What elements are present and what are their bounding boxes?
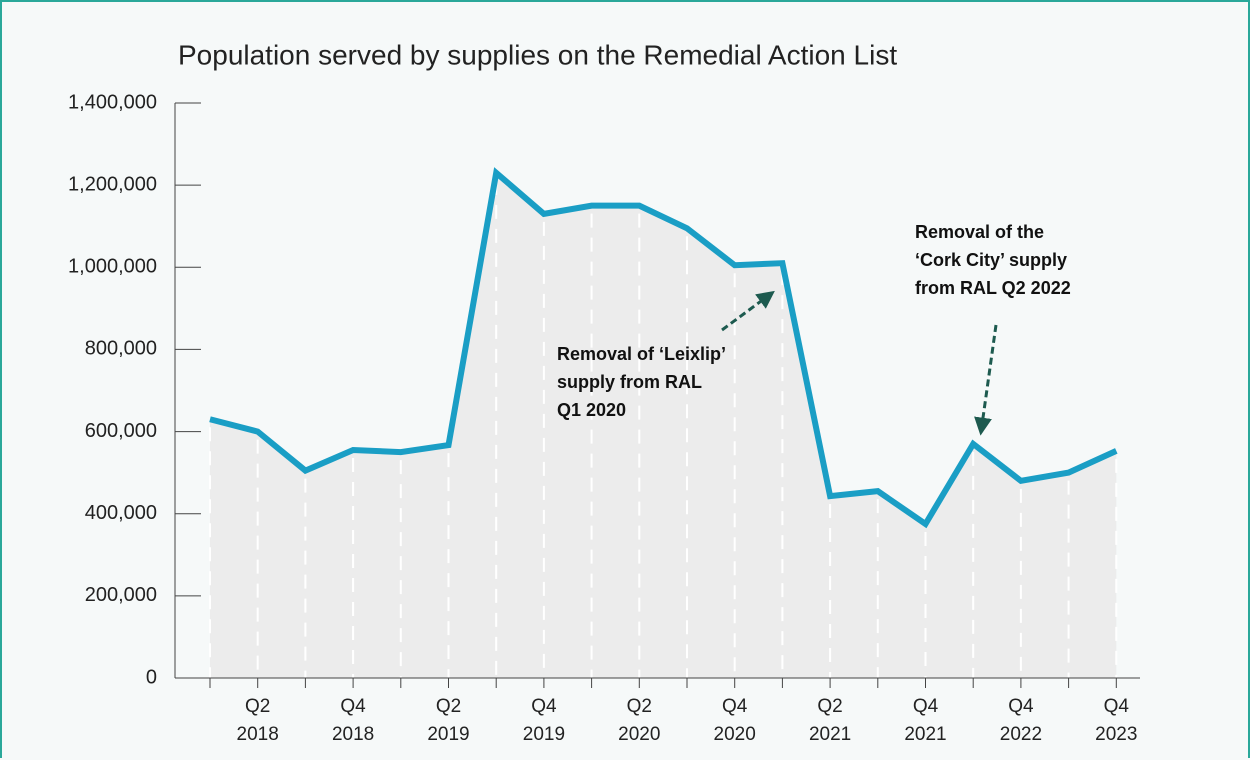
x-tick-label: Q4 2020 (713, 696, 756, 745)
y-tick-label: 200,000 (85, 584, 157, 606)
y-tick-label: 1,200,000 (68, 173, 157, 195)
y-tick-label: 600,000 (85, 420, 157, 442)
y-tick-label: 1,000,000 (68, 256, 157, 278)
area (210, 172, 1117, 679)
y-tick-label: 400,000 (85, 502, 157, 524)
arrow (974, 324, 998, 436)
x-tick-label: Q4 2022 (999, 696, 1043, 745)
line (209, 167, 1118, 529)
annotation: Removal of the ‘Cork City’ supply from R… (915, 222, 1071, 298)
x-tick-label: Q2 2020 (618, 696, 661, 745)
x-tick-label: Q2 2019 (427, 696, 470, 745)
annotation: Removal of ‘Leixlip’ supply from RAL Q1 … (557, 344, 727, 420)
x-tick-label: Q2 2018 (236, 696, 279, 745)
x-tick-label: Q4 2021 (904, 696, 947, 745)
y-tick-label: 0 (146, 666, 157, 688)
y-tick-label: 1,400,000 (68, 91, 157, 113)
x-tick-label: Q4 2023 (1095, 696, 1138, 745)
x-tick-label: Q4 2018 (331, 696, 375, 745)
x-tick-label: Q2 2021 (808, 696, 852, 745)
x-tick-label: Q4 2019 (522, 696, 566, 745)
chart-title: Population served by supplies on the Rem… (178, 39, 897, 70)
y-tick-label: 800,000 (85, 338, 157, 360)
